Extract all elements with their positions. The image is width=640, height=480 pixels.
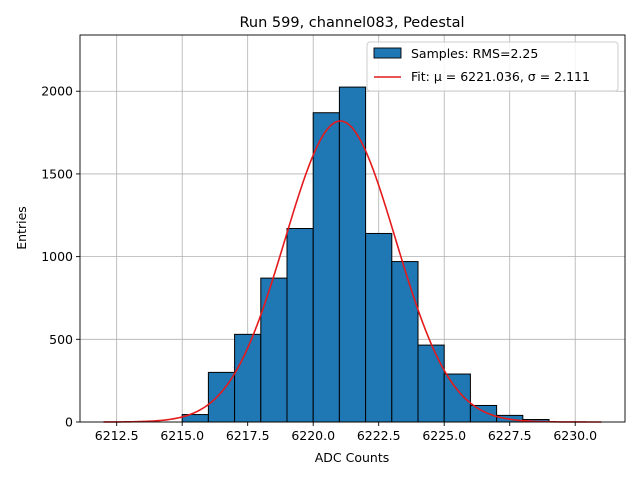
legend-label-samples: Samples: RMS=2.25: [411, 46, 538, 61]
histogram-bar-3: [260, 277, 288, 423]
y-axis-label: Entries: [14, 206, 29, 250]
plot-frame: [79, 34, 626, 423]
y-tick-label-3: 1500: [41, 166, 73, 181]
y-tick-label-4: 2000: [41, 84, 73, 99]
x-tick-label-3: 6220.0: [291, 428, 335, 443]
x-axis-label: ADC Counts: [315, 450, 390, 465]
x-axis-ticks: 6212.5 6215.0 6217.5 6220.0 6222.5 6225.0 6227…: [95, 422, 597, 443]
histogram-bar-4: [286, 228, 314, 423]
legend-label-fit: Fit: μ = 6221.036, σ = 2.111: [411, 69, 590, 84]
x-tick-label-6: 6227.5: [488, 428, 532, 443]
x-tick-label-7: 6230.0: [553, 428, 597, 443]
histogram-bar-8: [391, 261, 419, 423]
histogram-bar-9: [417, 344, 445, 423]
y-tick-label-0: 0: [65, 415, 73, 430]
gaussian-fit-line: [103, 120, 602, 423]
legend: Samples: RMS=2.25 Fit: μ = 6221.036, σ =…: [366, 41, 619, 92]
histogram-bar-7: [365, 232, 393, 423]
legend-box: [366, 41, 619, 92]
x-tick-label-4: 6222.5: [357, 428, 401, 443]
histogram-bar-10: [443, 373, 471, 423]
histogram-bar-5: [312, 112, 340, 423]
chart-title: Run 599, channel083, Pedestal: [239, 15, 464, 31]
histogram-bars: [181, 86, 550, 423]
x-tick-label-1: 6215.0: [160, 428, 204, 443]
histogram-bar-6: [338, 86, 367, 423]
y-axis-ticks: 0 500 1000 1500 2000: [41, 84, 80, 430]
legend-bar-swatch: [373, 47, 402, 59]
x-tick-label-5: 6225.0: [422, 428, 466, 443]
x-tick-label-0: 6212.5: [95, 428, 139, 443]
histogram-bar-11: [469, 404, 498, 423]
y-tick-label-2: 1000: [41, 249, 73, 264]
x-tick-label-2: 6217.5: [226, 428, 270, 443]
y-tick-label-1: 500: [49, 332, 73, 347]
